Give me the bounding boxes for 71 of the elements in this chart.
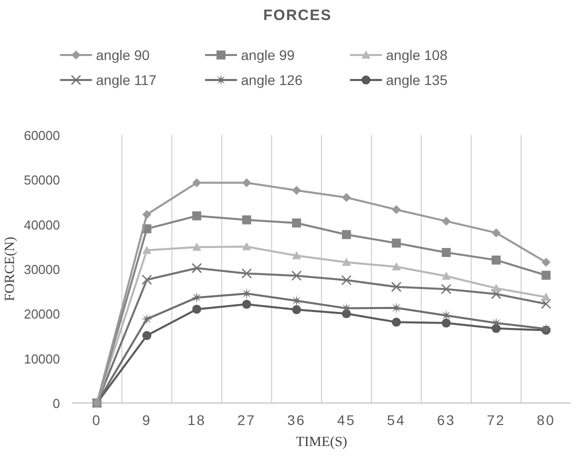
- legend-label: angle 108: [386, 47, 448, 63]
- point: [342, 258, 351, 266]
- point: [192, 262, 202, 274]
- chart-title: FORCES: [263, 7, 332, 24]
- point: [542, 258, 551, 267]
- point: [192, 211, 202, 220]
- point: [440, 310, 452, 322]
- legend-label: angle 90: [96, 47, 150, 63]
- point: [392, 205, 401, 214]
- point: [390, 302, 402, 314]
- point: [442, 248, 451, 257]
- y-tick-label: 10000: [24, 351, 60, 366]
- point: [292, 218, 302, 228]
- legend-label: angle 117: [96, 72, 157, 88]
- x-tick-label: 45: [337, 412, 356, 428]
- x-axis-title: TIME(S): [296, 435, 348, 450]
- x-tick-label: 72: [486, 412, 506, 428]
- point: [441, 284, 452, 294]
- y-tick-label: 60000: [24, 128, 60, 143]
- point: [192, 178, 202, 188]
- point: [141, 313, 153, 325]
- point: [392, 262, 401, 270]
- y-axis-title: FORCE(N): [3, 236, 18, 302]
- x-tick-label: 18: [187, 412, 206, 428]
- point: [492, 256, 501, 265]
- point: [192, 304, 202, 314]
- point: [242, 215, 252, 224]
- point: [491, 288, 502, 300]
- point: [442, 272, 451, 280]
- x-tick-label: 9: [142, 412, 152, 428]
- point: [542, 270, 551, 280]
- point: [540, 298, 552, 309]
- point: [142, 210, 152, 220]
- point: [342, 193, 351, 202]
- point: [142, 246, 152, 254]
- legend-label: angle 99: [241, 47, 295, 63]
- point: [492, 284, 501, 292]
- point: [142, 331, 152, 340]
- point: [442, 318, 451, 328]
- y-tick-label: 0: [52, 396, 60, 411]
- point: [492, 228, 501, 238]
- point: [142, 274, 152, 285]
- x-tick-label: 36: [287, 412, 306, 428]
- point: [341, 275, 352, 286]
- point: [391, 282, 402, 292]
- y-tick-label: 30000: [24, 262, 60, 277]
- legend-label: angle 135: [386, 72, 448, 88]
- x-tick-label: 63: [436, 412, 456, 428]
- point: [242, 300, 252, 309]
- point: [291, 270, 302, 281]
- point: [342, 230, 351, 240]
- point: [490, 317, 502, 329]
- y-tick-label: 50000: [24, 172, 60, 188]
- point: [242, 268, 252, 279]
- x-tick-label: 27: [237, 412, 256, 428]
- point: [542, 292, 551, 301]
- point: [392, 318, 401, 327]
- y-tick-label: 20000: [24, 306, 60, 322]
- x-tick-label: 0: [92, 412, 102, 428]
- point: [292, 251, 302, 260]
- x-tick-label: 54: [387, 412, 406, 428]
- y-tick-label: 40000: [24, 217, 60, 232]
- point: [442, 216, 451, 226]
- point: [292, 186, 302, 195]
- point: [192, 242, 202, 251]
- point: [242, 242, 252, 250]
- point: [242, 178, 252, 188]
- legend-label: angle 126: [241, 72, 303, 88]
- point: [292, 305, 302, 314]
- x-tick-label: 80: [536, 412, 556, 428]
- point: [392, 238, 401, 248]
